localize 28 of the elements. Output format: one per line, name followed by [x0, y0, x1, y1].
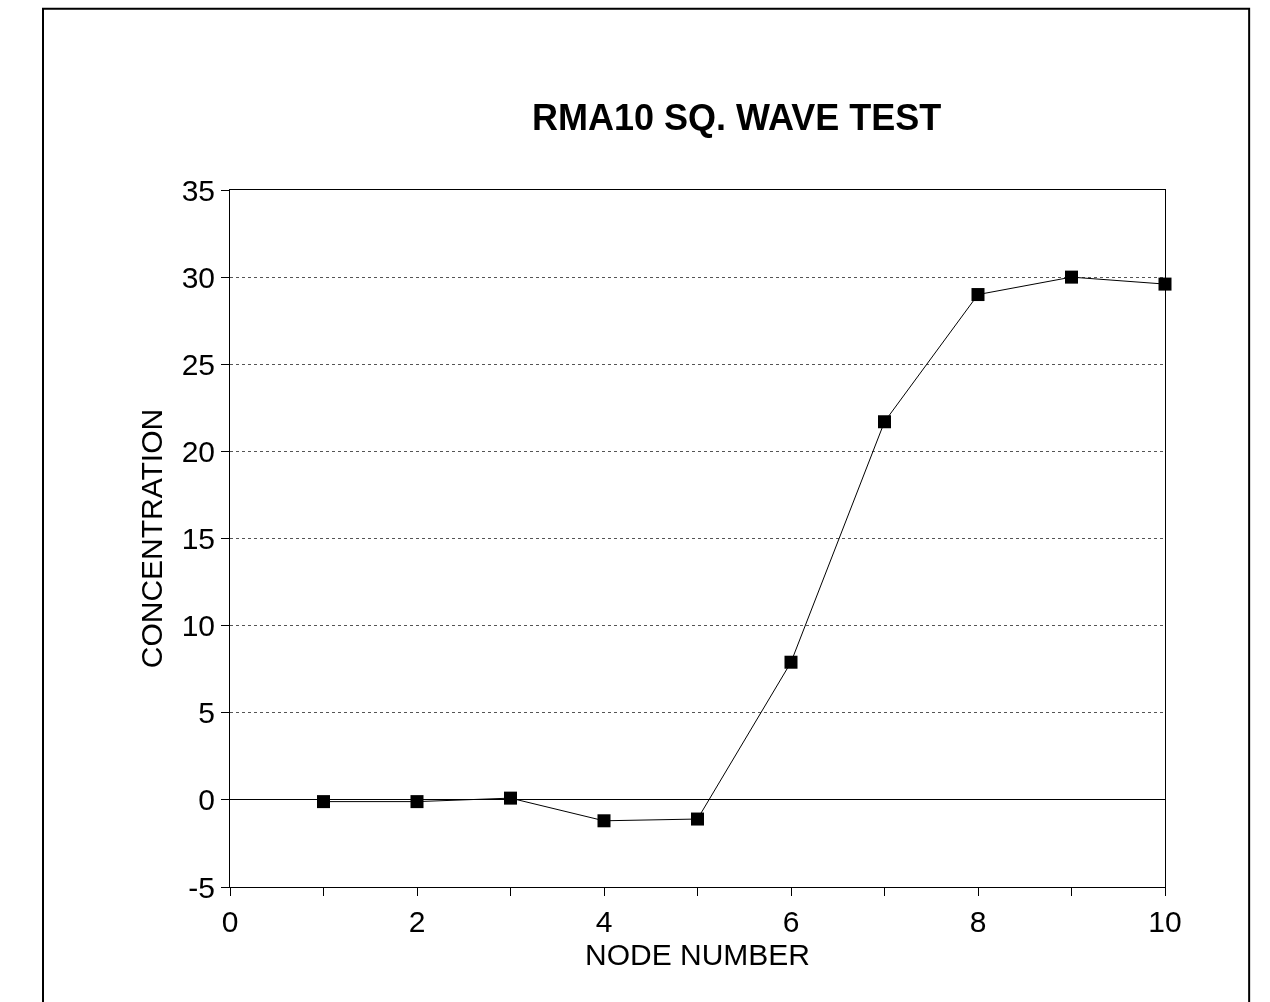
y-tick-label: 25 — [181, 347, 215, 381]
point — [597, 814, 611, 828]
y-tick-label: 35 — [181, 173, 215, 207]
x-tick-label: 4 — [595, 905, 613, 938]
x-tick-label: 6 — [782, 905, 800, 938]
x-tick-label: 0 — [221, 905, 239, 938]
x-axis-title: NODE NUMBER — [584, 938, 811, 971]
y-tick-label: 30 — [181, 260, 215, 294]
y-tick-label: 15 — [181, 522, 215, 555]
y-tick-label: 20 — [181, 434, 215, 468]
y-tick-label: 10 — [181, 609, 215, 643]
chart-title: RMA10 SQ. WAVE TEST — [531, 97, 942, 139]
point — [410, 795, 424, 809]
point — [1158, 277, 1172, 291]
point — [1065, 270, 1078, 284]
y-tick-label: 0 — [198, 783, 215, 817]
y-tick-label: -5 — [188, 870, 215, 904]
point — [691, 812, 704, 826]
point — [317, 795, 330, 809]
y-tick-label: 5 — [198, 696, 215, 730]
point — [971, 288, 985, 302]
point — [504, 791, 517, 805]
x-tick-label: 8 — [969, 905, 987, 938]
y-axis-title: CONCENTRATION — [134, 408, 168, 669]
point — [784, 655, 798, 669]
x-tick-label: 10 — [1148, 905, 1182, 938]
x-tick-label: 2 — [408, 905, 426, 938]
point — [878, 415, 891, 429]
